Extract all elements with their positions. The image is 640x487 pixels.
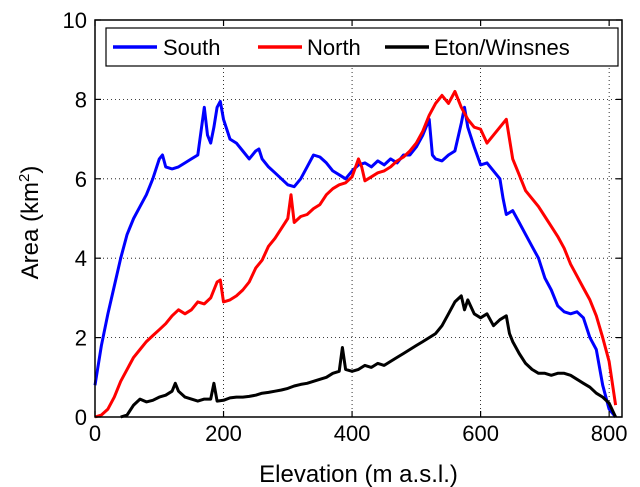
- x-tick-label: 200: [205, 421, 242, 446]
- y-axis-title-end: ): [17, 166, 44, 174]
- axis-ticks: 0 200 400 600 800 0 2 4 6 8 10: [63, 8, 628, 446]
- legend-label: North: [307, 35, 361, 60]
- y-axis-title-main: Area (km: [17, 182, 44, 279]
- y-tick-label: 4: [75, 246, 87, 271]
- legend: South North Eton/Winsnes: [105, 27, 619, 67]
- x-axis-title: Elevation (m a.s.l.): [259, 461, 458, 487]
- legend-label: Eton/Winsnes: [434, 35, 570, 60]
- x-tick-label: 0: [89, 421, 101, 446]
- y-tick-label: 0: [75, 405, 87, 430]
- plot-frame: [94, 19, 623, 418]
- series-layer: [93, 90, 618, 419]
- x-tick-label: 600: [462, 421, 499, 446]
- series-line-north: [94, 90, 618, 419]
- y-tick-label: 2: [75, 326, 87, 351]
- y-tick-label: 8: [75, 87, 87, 112]
- legend-label: South: [163, 35, 221, 60]
- y-axis-title: Area (km2): [16, 166, 44, 280]
- legend-box: [105, 27, 619, 67]
- series-line-south: [93, 99, 617, 418]
- grid-lines: [95, 20, 622, 417]
- y-tick-label: 6: [75, 167, 87, 192]
- x-tick-label: 400: [334, 421, 371, 446]
- series-line-eton-winsnes: [120, 294, 617, 419]
- y-axis-title-superscript: 2: [16, 174, 33, 182]
- y-tick-label: 10: [63, 8, 87, 33]
- x-tick-label: 800: [591, 421, 628, 446]
